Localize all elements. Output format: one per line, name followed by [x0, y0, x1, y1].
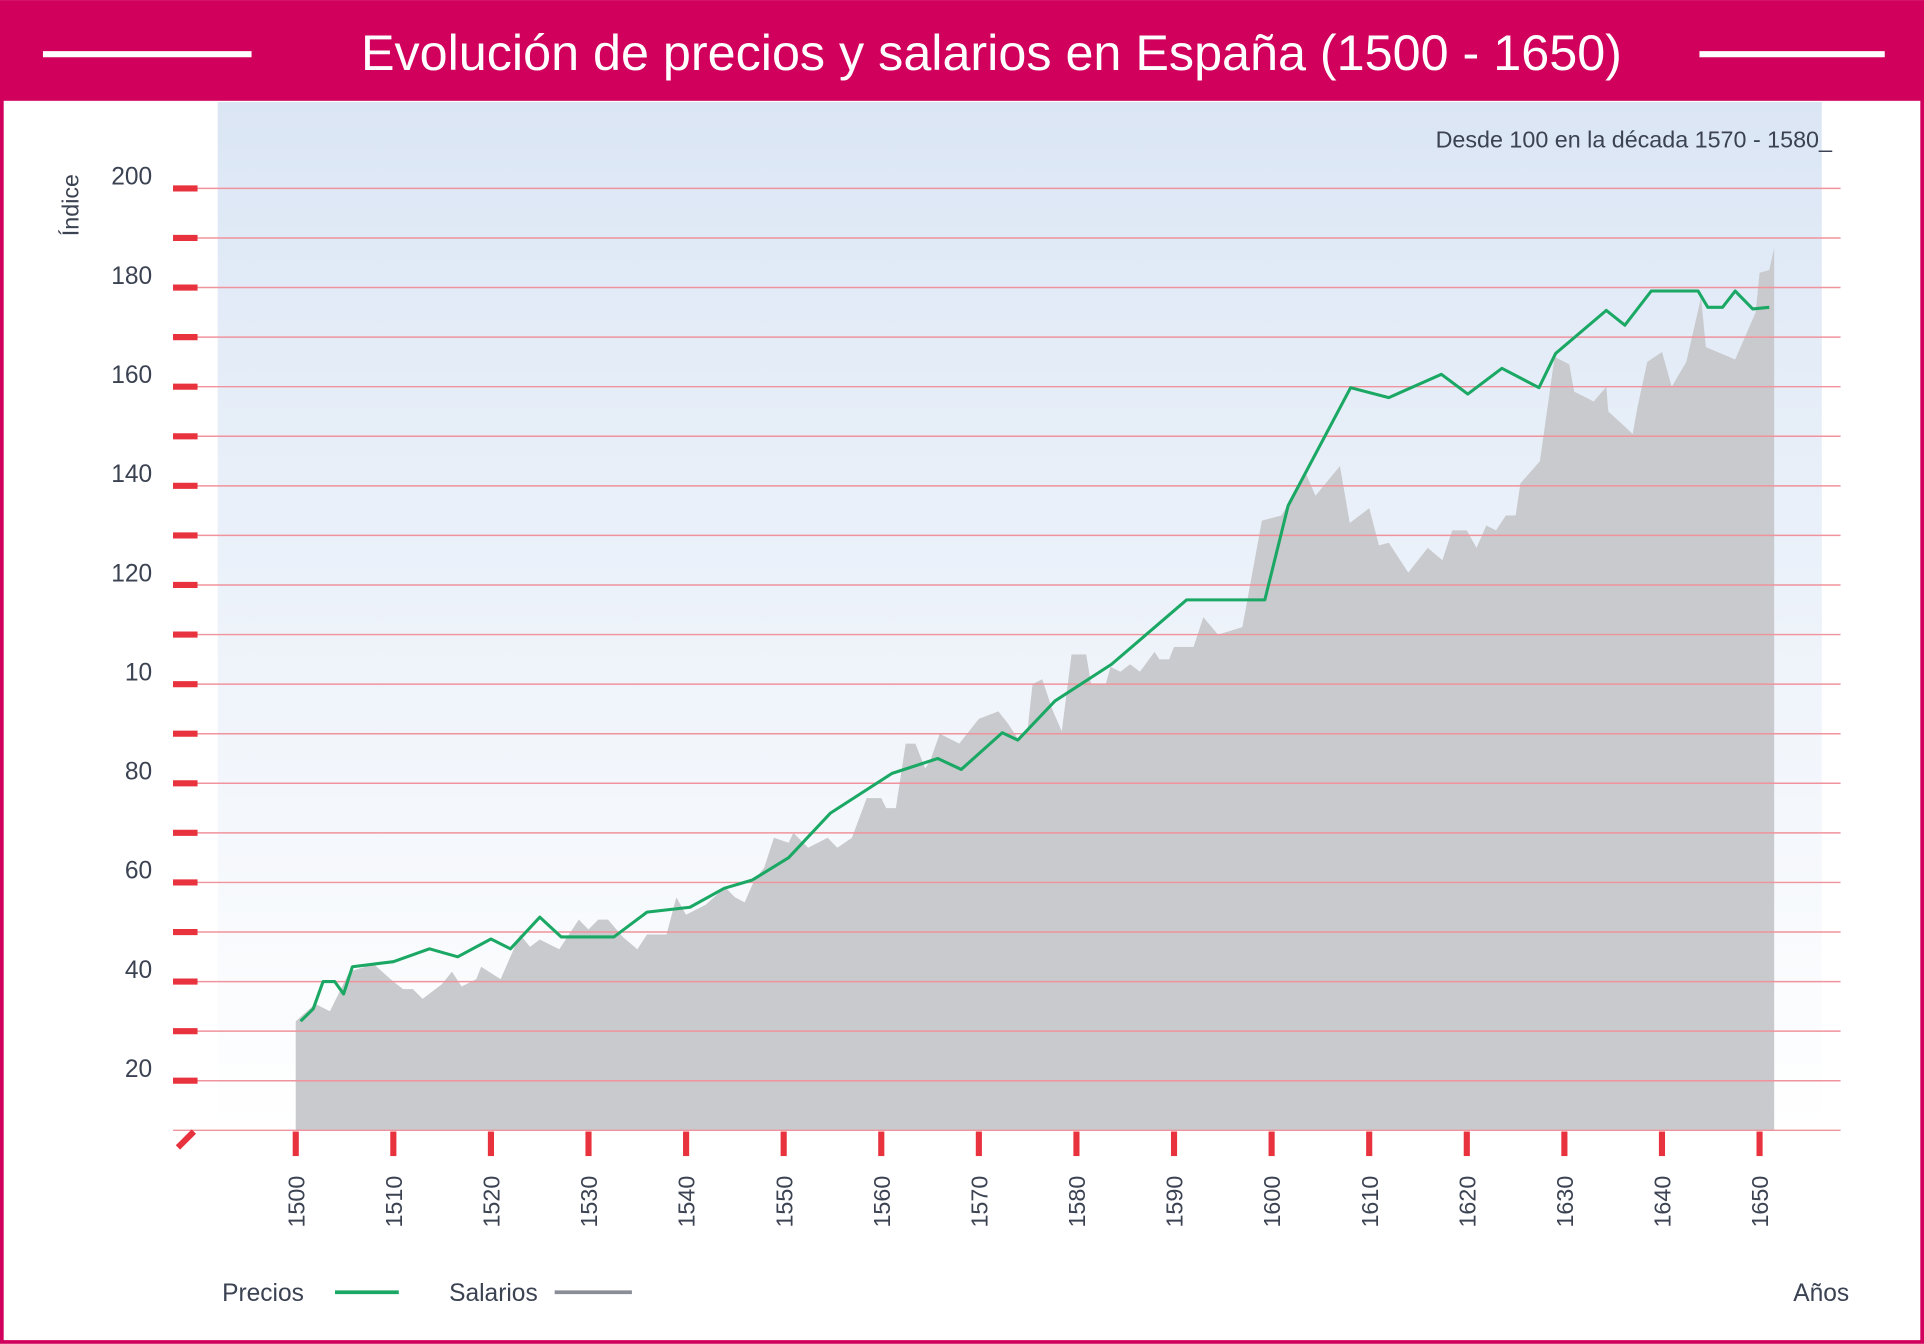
x-tick-label: 1620 — [1454, 1176, 1480, 1228]
x-tick-label: 1510 — [381, 1176, 407, 1228]
x-tick-label: 1590 — [1162, 1176, 1188, 1228]
x-tick-label: 1570 — [966, 1176, 992, 1228]
x-tick-label: 1520 — [479, 1176, 505, 1228]
precios-line — [299, 289, 1770, 1023]
x-tick-label: 1610 — [1357, 1176, 1383, 1228]
x-tick-label: 1630 — [1552, 1176, 1578, 1228]
x-tick-label: 1580 — [1064, 1176, 1090, 1228]
legend-label: Salarios — [449, 1280, 538, 1307]
y-tick-label: 200 — [111, 164, 152, 191]
legend: Precios Salarios — [222, 1280, 632, 1307]
x-tick-label: 1550 — [771, 1176, 797, 1228]
y-axis-label: Índice — [58, 174, 84, 236]
subtitle: Desde 100 en la década 1570 - 1580_ — [1436, 126, 1833, 152]
x-axis-label: Años — [1793, 1280, 1849, 1307]
y-tick-label: 20 — [125, 1056, 152, 1083]
y-tick-label: 120 — [111, 560, 152, 587]
y-tick-label: 40 — [125, 957, 152, 984]
y-tick-label: 180 — [111, 263, 152, 290]
x-tick-label: 1640 — [1650, 1176, 1676, 1228]
x-tick-label: 1540 — [674, 1176, 700, 1228]
chart-title: Evolución de precios y salarios en Españ… — [361, 24, 1622, 81]
y-tick-label: 80 — [125, 759, 152, 786]
y-tick-label: 160 — [111, 362, 152, 389]
axis-break — [175, 1129, 197, 1150]
y-tick-label: 10 — [125, 659, 152, 686]
salarios-area — [295, 247, 1775, 1131]
y-tick-label: 140 — [111, 461, 152, 488]
header-bar — [0, 0, 1924, 101]
plot-area: 20 40 60 80 10 120 140 160 180 200 1500 1510 1520 153… — [111, 102, 1841, 1228]
x-tick-label: 1560 — [869, 1176, 895, 1228]
x-tick-label: 1600 — [1259, 1176, 1285, 1228]
y-tick-label: 60 — [125, 858, 152, 885]
x-tick-label: 1650 — [1747, 1176, 1773, 1228]
legend-label: Precios — [222, 1280, 304, 1307]
x-tick-label: 1530 — [576, 1176, 602, 1228]
x-tick-label: 1500 — [283, 1176, 309, 1228]
